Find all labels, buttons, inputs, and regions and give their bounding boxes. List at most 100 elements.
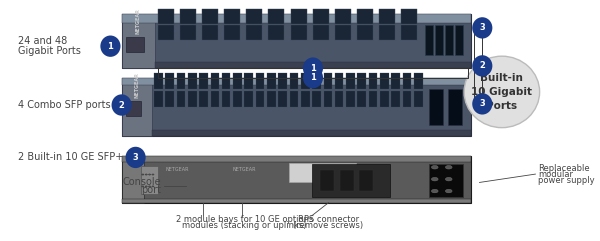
FancyBboxPatch shape — [176, 91, 185, 107]
FancyBboxPatch shape — [312, 91, 321, 107]
FancyBboxPatch shape — [158, 25, 173, 40]
FancyBboxPatch shape — [268, 9, 284, 24]
FancyBboxPatch shape — [391, 91, 400, 107]
Text: (remove screws): (remove screws) — [293, 221, 364, 230]
FancyBboxPatch shape — [202, 9, 218, 24]
FancyBboxPatch shape — [445, 25, 452, 55]
FancyBboxPatch shape — [313, 9, 329, 24]
FancyBboxPatch shape — [180, 25, 196, 40]
FancyBboxPatch shape — [122, 14, 471, 68]
Ellipse shape — [431, 189, 438, 193]
Text: 1: 1 — [310, 73, 316, 82]
FancyBboxPatch shape — [290, 91, 298, 107]
FancyBboxPatch shape — [278, 73, 287, 89]
FancyBboxPatch shape — [401, 25, 418, 40]
Ellipse shape — [148, 174, 151, 175]
Ellipse shape — [472, 55, 493, 77]
FancyBboxPatch shape — [313, 25, 329, 40]
FancyBboxPatch shape — [154, 91, 163, 107]
Text: port: port — [141, 185, 161, 194]
FancyBboxPatch shape — [125, 37, 144, 52]
FancyBboxPatch shape — [359, 170, 373, 191]
FancyBboxPatch shape — [246, 9, 262, 24]
FancyBboxPatch shape — [425, 25, 433, 55]
Text: 2: 2 — [479, 61, 485, 70]
FancyBboxPatch shape — [122, 199, 471, 203]
FancyBboxPatch shape — [256, 73, 265, 89]
FancyBboxPatch shape — [122, 78, 152, 136]
Text: Replaceable: Replaceable — [538, 164, 590, 173]
FancyBboxPatch shape — [199, 73, 208, 89]
Text: 1: 1 — [310, 64, 316, 73]
FancyBboxPatch shape — [448, 89, 461, 126]
FancyBboxPatch shape — [403, 73, 411, 89]
FancyBboxPatch shape — [391, 73, 400, 89]
Text: 2 Built-in 10 GE SFP+: 2 Built-in 10 GE SFP+ — [18, 152, 124, 162]
FancyBboxPatch shape — [301, 73, 310, 89]
FancyBboxPatch shape — [267, 73, 275, 89]
Text: NETGEAR: NETGEAR — [136, 8, 141, 34]
FancyBboxPatch shape — [429, 164, 463, 197]
Text: 3: 3 — [479, 23, 485, 32]
Ellipse shape — [464, 56, 539, 128]
FancyBboxPatch shape — [244, 91, 253, 107]
Text: 3: 3 — [133, 153, 139, 162]
FancyBboxPatch shape — [233, 73, 242, 89]
Ellipse shape — [303, 57, 323, 79]
FancyBboxPatch shape — [335, 9, 351, 24]
Text: Built-in
10 Gigabit
Ports: Built-in 10 Gigabit Ports — [472, 73, 532, 111]
FancyBboxPatch shape — [122, 14, 155, 68]
Text: power supply: power supply — [538, 175, 595, 185]
FancyBboxPatch shape — [358, 73, 366, 89]
FancyBboxPatch shape — [188, 91, 197, 107]
FancyBboxPatch shape — [141, 166, 158, 194]
FancyBboxPatch shape — [301, 91, 310, 107]
FancyBboxPatch shape — [199, 91, 208, 107]
FancyBboxPatch shape — [455, 25, 463, 55]
FancyBboxPatch shape — [340, 170, 353, 191]
FancyBboxPatch shape — [357, 9, 373, 24]
FancyBboxPatch shape — [346, 91, 355, 107]
FancyBboxPatch shape — [380, 73, 389, 89]
Text: 1: 1 — [107, 42, 113, 51]
FancyBboxPatch shape — [246, 25, 262, 40]
Ellipse shape — [125, 147, 146, 168]
Ellipse shape — [145, 174, 148, 175]
Text: modules (stacking or uplinks): modules (stacking or uplinks) — [182, 221, 307, 230]
FancyBboxPatch shape — [188, 73, 197, 89]
FancyBboxPatch shape — [222, 73, 230, 89]
FancyBboxPatch shape — [122, 156, 471, 203]
FancyBboxPatch shape — [357, 25, 373, 40]
FancyBboxPatch shape — [122, 156, 471, 162]
Text: RPS connector: RPS connector — [298, 215, 359, 224]
Ellipse shape — [152, 186, 154, 187]
FancyBboxPatch shape — [289, 163, 356, 182]
FancyBboxPatch shape — [323, 73, 332, 89]
FancyBboxPatch shape — [278, 91, 287, 107]
Text: 4 Combo SFP ports: 4 Combo SFP ports — [18, 100, 111, 110]
Ellipse shape — [431, 166, 438, 169]
FancyBboxPatch shape — [290, 73, 298, 89]
FancyBboxPatch shape — [414, 91, 422, 107]
FancyBboxPatch shape — [256, 91, 265, 107]
FancyBboxPatch shape — [202, 25, 218, 40]
FancyBboxPatch shape — [369, 91, 377, 107]
Text: NETGEAR: NETGEAR — [233, 167, 256, 172]
Ellipse shape — [142, 174, 144, 175]
FancyBboxPatch shape — [211, 73, 219, 89]
FancyBboxPatch shape — [233, 91, 242, 107]
FancyBboxPatch shape — [154, 73, 163, 89]
Ellipse shape — [100, 35, 121, 57]
FancyBboxPatch shape — [166, 73, 174, 89]
FancyBboxPatch shape — [335, 25, 351, 40]
Text: modular: modular — [538, 170, 573, 179]
FancyBboxPatch shape — [158, 9, 173, 24]
FancyBboxPatch shape — [379, 25, 395, 40]
FancyBboxPatch shape — [224, 25, 240, 40]
FancyBboxPatch shape — [401, 9, 418, 24]
FancyBboxPatch shape — [290, 9, 307, 24]
Ellipse shape — [142, 186, 144, 187]
Ellipse shape — [445, 189, 452, 193]
FancyBboxPatch shape — [267, 91, 275, 107]
Ellipse shape — [431, 177, 438, 181]
